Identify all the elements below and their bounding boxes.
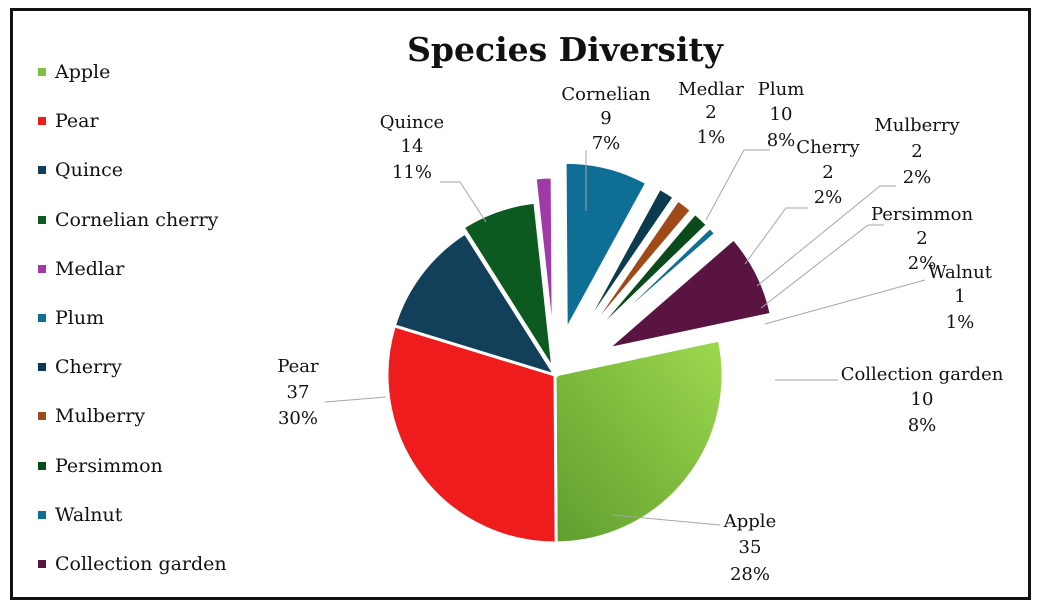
pie-slice-walnut <box>587 225 718 346</box>
legend-label: Persimmon <box>55 454 163 477</box>
legend-item-cornelian-cherry: Cornelian cherry <box>38 205 218 235</box>
legend-label: Cornelian cherry <box>55 208 219 231</box>
data-label-percent-quince: 11% <box>392 162 432 183</box>
pie-slice-pear <box>385 323 558 545</box>
legend-label: Pear <box>55 110 99 133</box>
legend-label: Cherry <box>55 356 122 379</box>
leader-line-apple <box>611 514 721 526</box>
leader-line-pear <box>324 396 387 403</box>
data-label-percent-cherry: 2% <box>814 187 843 208</box>
data-label-value-persimmon: 2 <box>916 228 927 249</box>
leader-line-walnut <box>764 279 926 325</box>
legend-swatch <box>38 166 46 175</box>
legend-item-cherry: Cherry <box>38 352 122 382</box>
legend-item-plum: Plum <box>38 303 104 333</box>
data-label-name-persimmon: Persimmon <box>871 204 974 225</box>
data-label-value-plum: 10 <box>770 104 793 125</box>
legend-swatch <box>38 117 46 126</box>
leader-line-cherry <box>744 207 808 265</box>
data-label-percent-mulberry: 2% <box>903 167 932 188</box>
legend-label: Quince <box>55 159 124 182</box>
data-label-percent-medlar: 1% <box>697 127 726 148</box>
data-label-value-mulberry: 2 <box>911 141 922 162</box>
leader-line-quince <box>440 181 487 223</box>
data-label-name-collection-garden: Collection garden <box>841 364 1004 385</box>
data-label-percent-apple: 28% <box>730 564 770 585</box>
legend-swatch <box>38 412 46 421</box>
data-label-value-cherry: 2 <box>822 162 833 183</box>
legend-item-mulberry: Mulberry <box>38 401 145 431</box>
legend-item-walnut: Walnut <box>38 500 122 530</box>
data-label-value-collection-garden: 10 <box>911 389 934 410</box>
data-label-name-apple: Apple <box>723 511 776 532</box>
data-label-percent-collection-garden: 8% <box>908 415 937 436</box>
legend-item-persimmon: Persimmon <box>38 451 163 481</box>
pie-slice-collection-garden <box>601 236 774 352</box>
pie-slice-cornelian-cherry <box>461 200 555 371</box>
legend-item-pear: Pear <box>38 106 99 136</box>
data-label-percent-cornelian-cherry: 7% <box>592 133 621 154</box>
legend-swatch <box>38 363 46 372</box>
data-label-name-quince: Quince <box>380 112 444 133</box>
leader-line-persimmon <box>760 224 884 309</box>
pie-slice-cherry <box>577 186 677 337</box>
legend-item-medlar: Medlar <box>38 254 124 284</box>
data-label-name-walnut: Walnut <box>928 262 993 283</box>
data-label-name-cherry: Cherry <box>796 137 860 158</box>
legend-swatch <box>38 215 46 224</box>
legend-item-quince: Quince <box>38 155 123 185</box>
legend-label: Apple <box>55 61 111 83</box>
pie-slice-persimmon <box>585 211 710 343</box>
data-label-value-cornelian-cherry: 9 <box>600 108 611 129</box>
data-label-name-plum: Plum <box>758 79 805 100</box>
data-label-value-apple: 35 <box>739 537 762 558</box>
data-label-percent-walnut: 1% <box>946 312 975 333</box>
legend-swatch <box>38 264 46 273</box>
legend-item-collection-garden: Collection garden <box>38 549 227 579</box>
legend-label: Mulberry <box>55 405 146 428</box>
data-label-name-medlar: Medlar <box>678 79 744 100</box>
chart-title: Species Diversity <box>407 30 723 69</box>
data-label-value-walnut: 1 <box>954 286 965 307</box>
legend-label: Walnut <box>55 503 123 526</box>
legend-label: Medlar <box>55 257 125 280</box>
leader-line-mulberry <box>756 185 896 287</box>
legend-swatch <box>38 314 46 322</box>
data-label-value-quince: 14 <box>401 136 424 157</box>
data-label-value-pear: 37 <box>287 382 310 403</box>
legend-label: Plum <box>55 307 105 329</box>
pie-slice-quince <box>392 230 559 378</box>
legend-swatch <box>38 461 46 470</box>
legend-swatch <box>38 68 46 76</box>
legend-label: Collection garden <box>55 553 227 575</box>
data-label-percent-persimmon: 2% <box>908 253 937 274</box>
data-label-percent-plum: 8% <box>767 130 796 151</box>
legend-swatch <box>38 560 46 568</box>
pie-slice-medlar <box>533 175 555 346</box>
data-label-value-medlar: 2 <box>705 102 716 123</box>
legend-item-apple: Apple <box>38 57 110 87</box>
legend-swatch <box>38 510 46 519</box>
pie-slice-mulberry <box>581 197 694 340</box>
data-label-percent-pear: 30% <box>278 408 318 429</box>
data-label-name-pear: Pear <box>277 356 319 377</box>
pie-slice-apple <box>553 338 725 545</box>
data-label-name-mulberry: Mulberry <box>874 115 960 136</box>
data-label-name-cornelian-cherry: Cornelian <box>561 84 651 105</box>
leader-line-plum <box>705 149 770 221</box>
